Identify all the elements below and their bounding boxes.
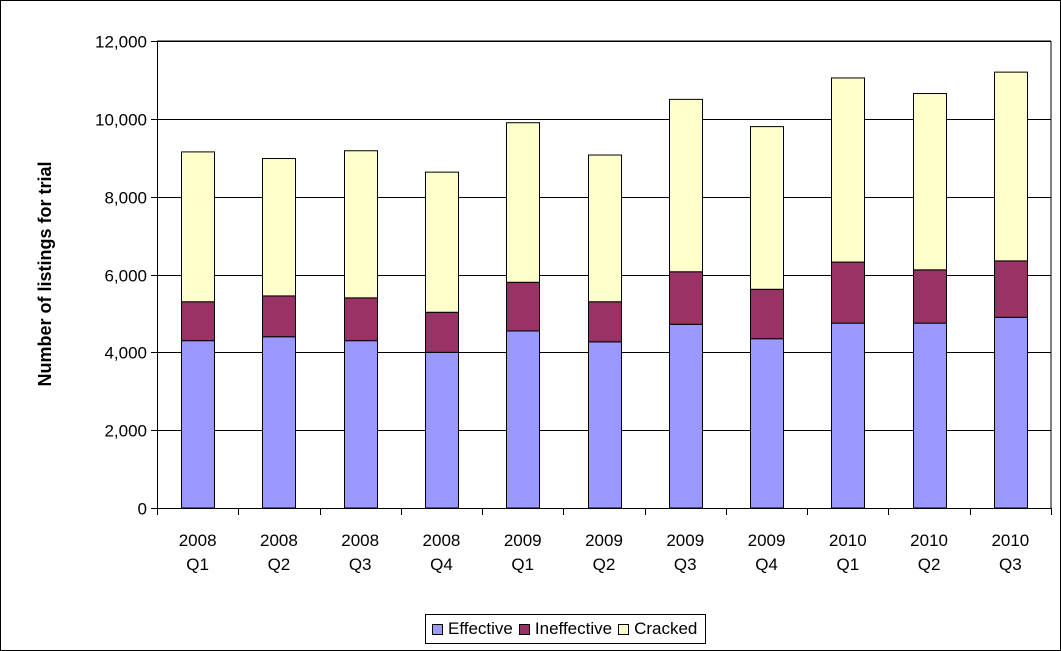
bar-effective-2009-q1 [506, 330, 540, 509]
bar-ineffective-2008-q3 [344, 297, 378, 342]
x-tick-label-year: 2009 [504, 531, 542, 550]
bar-ineffective-2010-q2 [913, 269, 947, 324]
x-tick-label-quarter: Q3 [674, 555, 697, 574]
bar-effective-2010-q1 [831, 322, 865, 509]
bar-ineffective-2010-q3 [994, 260, 1028, 318]
y-tick-label: 8,000 [104, 189, 147, 208]
bar-cracked-2010-q1 [831, 77, 865, 263]
legend-label-cracked: Cracked [634, 619, 698, 638]
x-tick-label-year: 2008 [423, 531, 461, 550]
y-tick-label: 0 [138, 500, 147, 519]
bar-cracked-2008-q1 [181, 151, 215, 303]
bar-ineffective-2009-q3 [669, 271, 703, 325]
bar-effective-2008-q2 [262, 336, 296, 509]
legend-swatch-effective [432, 623, 443, 635]
x-tick-label-year: 2010 [829, 531, 867, 550]
legend-item-cracked: Cracked [618, 619, 697, 639]
x-tick-label-quarter: Q2 [268, 555, 291, 574]
bar-effective-2008-q1 [181, 340, 215, 509]
x-tick-label-year: 2008 [341, 531, 379, 550]
legend-label-effective: Effective [448, 619, 513, 638]
bar-ineffective-2008-q4 [425, 311, 459, 353]
x-tick-label-quarter: Q1 [836, 555, 859, 574]
legend-item-effective: Effective [432, 619, 513, 639]
x-tick-label-year: 2008 [179, 531, 217, 550]
legend: Effective Ineffective Cracked [425, 614, 707, 644]
bar-ineffective-2010-q1 [831, 261, 865, 324]
x-tick-label-year: 2010 [991, 531, 1029, 550]
y-tick-label: 12,000 [95, 33, 147, 52]
x-tick-label-quarter: Q1 [186, 555, 209, 574]
x-tick-label-quarter: Q2 [918, 555, 941, 574]
x-tick-label-year: 2009 [585, 531, 623, 550]
y-tick-label: 6,000 [104, 267, 147, 286]
y-axis-title: Number of listings for trial [35, 161, 55, 386]
x-tick-label-quarter: Q3 [999, 555, 1022, 574]
x-tick-label-quarter: Q1 [511, 555, 534, 574]
x-tick-label-quarter: Q4 [755, 555, 778, 574]
bar-effective-2009-q4 [750, 338, 784, 509]
bar-cracked-2009-q2 [588, 154, 622, 303]
bar-ineffective-2009-q2 [588, 301, 622, 343]
legend-item-ineffective: Ineffective [518, 619, 613, 639]
bar-ineffective-2008-q2 [262, 295, 296, 338]
x-tick-label-year: 2010 [910, 531, 948, 550]
bar-effective-2009-q2 [588, 341, 622, 509]
y-tick-label: 2,000 [104, 422, 147, 441]
bar-cracked-2009-q4 [750, 126, 784, 290]
bar-cracked-2010-q2 [913, 93, 947, 271]
bar-cracked-2008-q3 [344, 150, 378, 299]
y-tick-label: 10,000 [95, 111, 147, 130]
legend-swatch-cracked [618, 623, 630, 635]
x-tick-label-year: 2009 [666, 531, 704, 550]
bar-effective-2008-q3 [344, 340, 378, 509]
bar-cracked-2009-q1 [506, 122, 540, 283]
bar-ineffective-2008-q1 [181, 301, 215, 342]
bar-effective-2009-q3 [669, 323, 703, 509]
x-tick-label-quarter: Q3 [349, 555, 372, 574]
bar-cracked-2008-q4 [425, 171, 459, 313]
x-tick-label-quarter: Q2 [593, 555, 616, 574]
bar-effective-2010-q2 [913, 322, 947, 509]
bar-ineffective-2009-q1 [506, 281, 540, 332]
bar-cracked-2009-q3 [669, 98, 703, 273]
tick-labels: 0 2,000 4,000 6,000 8,000 10,000 12,000 2008 Q1 2… [95, 33, 1029, 575]
x-tick-label-quarter: Q4 [430, 555, 453, 574]
legend-swatch-ineffective [518, 623, 530, 635]
axes [151, 41, 1052, 515]
bar-cracked-2008-q2 [262, 158, 296, 297]
x-tick-label-year: 2009 [748, 531, 786, 550]
x-tick-label-year: 2008 [260, 531, 298, 550]
bar-effective-2008-q4 [425, 351, 459, 509]
bar-effective-2010-q3 [994, 316, 1028, 509]
bar-cracked-2010-q3 [994, 71, 1028, 262]
legend-label-ineffective: Ineffective [534, 619, 613, 638]
bars [181, 71, 1028, 509]
bar-ineffective-2009-q4 [750, 288, 784, 340]
y-tick-label: 4,000 [104, 344, 147, 363]
